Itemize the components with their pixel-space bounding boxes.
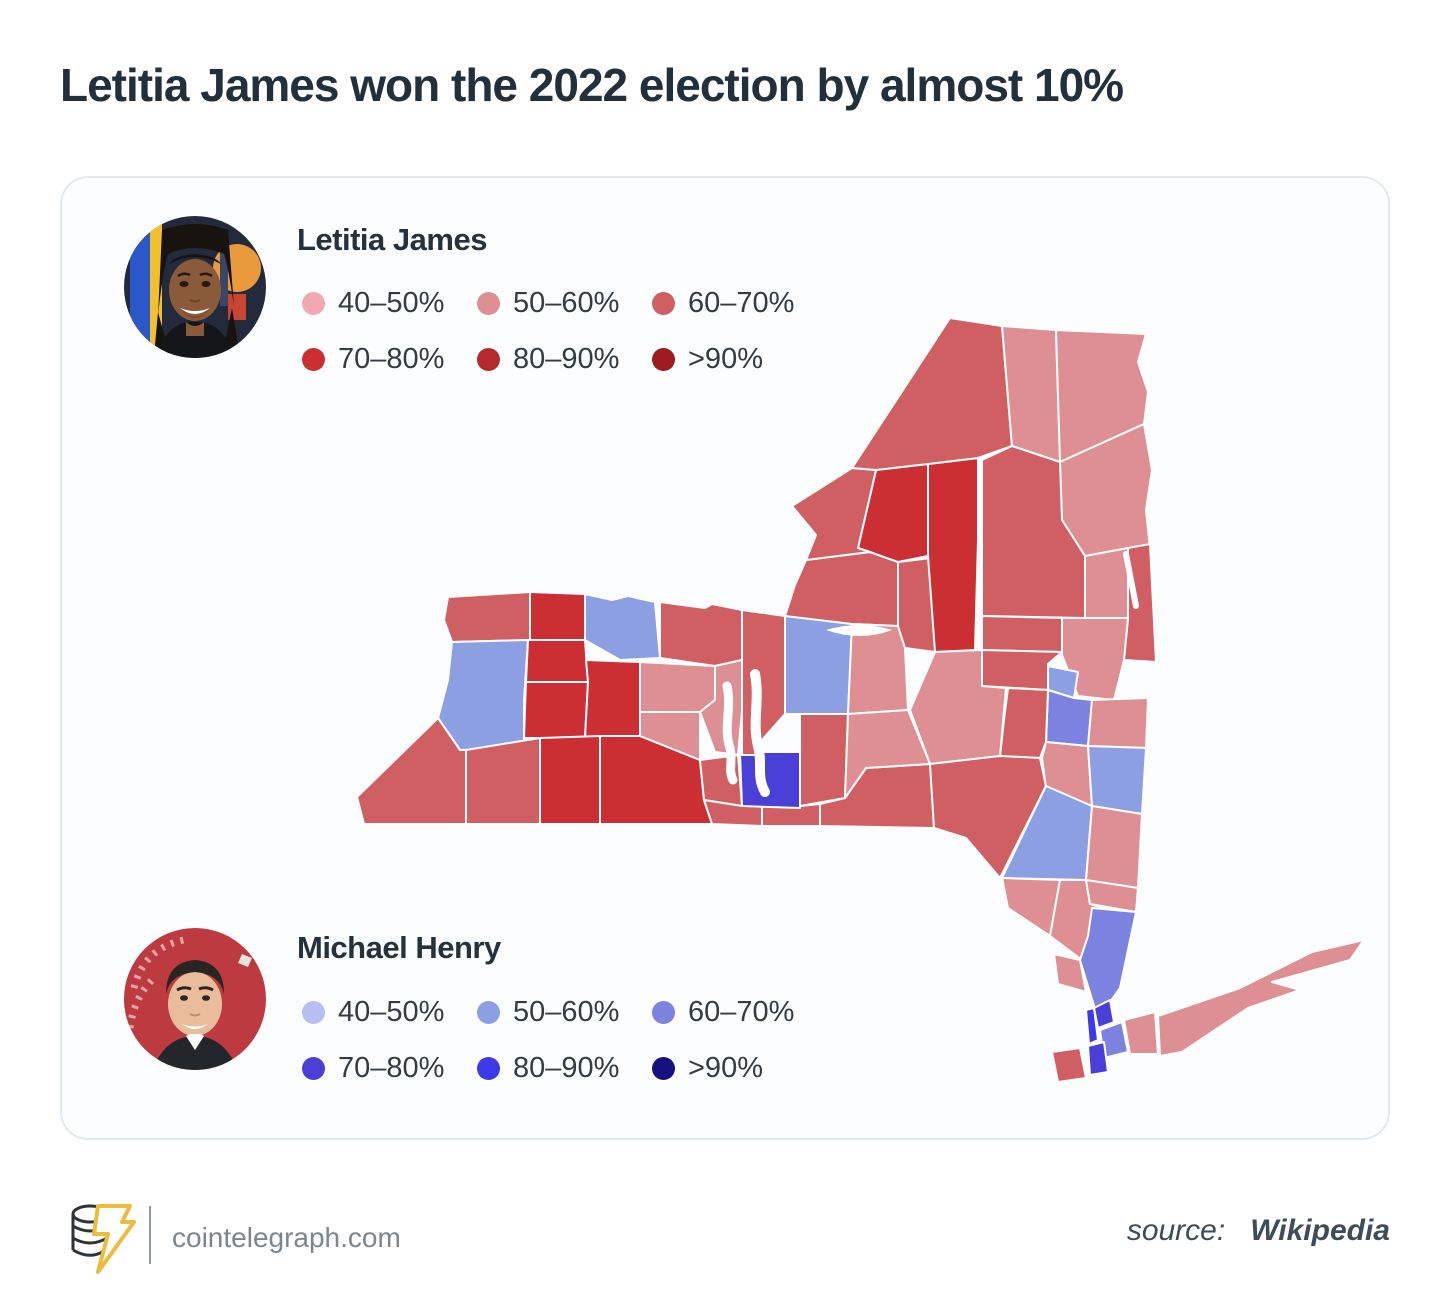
county-oswego — [784, 551, 899, 627]
red-50-60-dot — [477, 292, 500, 315]
county-genesee — [525, 639, 589, 683]
county-chautauqua — [356, 717, 467, 825]
red-90-plus-dot — [652, 348, 675, 371]
blue-50-60-dot — [477, 1001, 500, 1024]
county-niagara — [443, 591, 531, 643]
legend-label: >90% — [688, 1052, 763, 1084]
county-new-york — [1085, 1007, 1099, 1045]
legend-label: 50–60% — [513, 996, 620, 1028]
county-nassau — [1123, 1011, 1159, 1055]
michael-henry-portrait — [124, 928, 266, 1070]
county-cortland — [799, 713, 849, 807]
legend-item: 60–70% — [652, 996, 827, 1029]
legend-label: 80–90% — [513, 1052, 620, 1084]
county-kings — [1087, 1041, 1109, 1076]
county-cattaraugus — [465, 737, 541, 825]
seneca-lake — [722, 681, 738, 785]
legend-label: 80–90% — [513, 343, 620, 375]
michael-henry-avatar — [124, 928, 266, 1070]
county-richmond — [1051, 1047, 1087, 1082]
red-40-50-dot — [302, 292, 325, 315]
oneida-lake — [826, 625, 892, 636]
source-prefix: source: — [1126, 1214, 1226, 1247]
legend-letitia-james: 40–50% 50–60% 60–70% 70–80% 80–90% >90% — [302, 287, 827, 376]
page-title: Letitia James won the 2022 election by a… — [60, 59, 1124, 111]
county-wyoming — [523, 681, 589, 739]
legend-label: 70–80% — [338, 1052, 445, 1084]
blue-90-plus-dot — [652, 1057, 675, 1080]
new-york-county-map — [356, 317, 1365, 1082]
legend-item: 80–90% — [477, 343, 652, 376]
county-madison — [847, 623, 909, 715]
legend-item: 70–80% — [302, 343, 477, 376]
county-herkimer — [927, 457, 979, 653]
lake-george — [1123, 551, 1139, 609]
county-rensselaer — [1087, 697, 1149, 749]
legend-item: 60–70% — [652, 287, 827, 320]
county-rockland — [1053, 953, 1087, 993]
county-albany — [1045, 689, 1093, 747]
legend-label: 60–70% — [688, 996, 795, 1028]
red-60-70-dot — [652, 292, 675, 315]
blue-80-90-dot — [477, 1057, 500, 1080]
county-monroe — [584, 593, 661, 661]
legend-label: 50–60% — [513, 287, 620, 319]
letitia-james-portrait — [124, 216, 266, 358]
legend-item: 80–90% — [477, 1052, 652, 1085]
legend-item: 50–60% — [477, 287, 652, 320]
footer-divider — [149, 1206, 151, 1264]
legend-michael-henry: 40–50% 50–60% 60–70% 70–80% 80–90% >90% — [302, 996, 827, 1085]
brand-text: cointelegraph.com — [172, 1222, 401, 1253]
legend-label: 70–80% — [338, 343, 445, 375]
letitia-james-avatar — [124, 216, 266, 358]
county-livingston — [584, 659, 641, 739]
county-suffolk — [1157, 939, 1365, 1057]
legend-label: >90% — [688, 343, 763, 375]
county-warren — [1084, 547, 1129, 619]
legend-item: >90% — [652, 343, 827, 376]
county-dutchess — [1085, 805, 1143, 889]
county-chenango — [844, 709, 931, 799]
county-otsego — [909, 649, 1007, 765]
county-allegany — [539, 735, 601, 825]
legend-item: 40–50% — [302, 996, 477, 1029]
county-fulton — [981, 615, 1063, 653]
candidate-name-michael-henry: Michael Henry — [297, 930, 501, 965]
legend-item: 40–50% — [302, 287, 477, 320]
red-80-90-dot — [477, 348, 500, 371]
county-tompkins — [739, 751, 801, 809]
county-franklin — [1001, 325, 1061, 463]
blue-70-80-dot — [302, 1057, 325, 1080]
legend-label: 60–70% — [688, 287, 795, 319]
legend-label: 40–50% — [338, 287, 445, 319]
source-name: Wikipedia — [1250, 1214, 1390, 1247]
county-schoharie — [999, 687, 1049, 759]
legend-item: >90% — [652, 1052, 827, 1085]
source-credit: source: Wikipedia — [1127, 1214, 1390, 1248]
county-columbia — [1087, 745, 1147, 815]
candidate-name-letitia-james: Letitia James — [297, 222, 487, 257]
county-ontario — [639, 661, 716, 713]
county-st-lawrence — [851, 317, 1013, 471]
county-cayuga — [741, 609, 786, 756]
county-wayne — [659, 601, 743, 667]
legend-item: 70–80% — [302, 1052, 477, 1085]
red-70-80-dot — [302, 348, 325, 371]
county-orleans — [529, 591, 586, 641]
cointelegraph-logo-icon — [71, 1204, 136, 1274]
blue-40-50-dot — [302, 1001, 325, 1024]
cayuga-lake — [750, 669, 770, 797]
legend-label: 40–50% — [338, 996, 445, 1028]
blue-60-70-dot — [652, 1001, 675, 1024]
legend-item: 50–60% — [477, 996, 652, 1029]
county-erie — [437, 639, 529, 751]
